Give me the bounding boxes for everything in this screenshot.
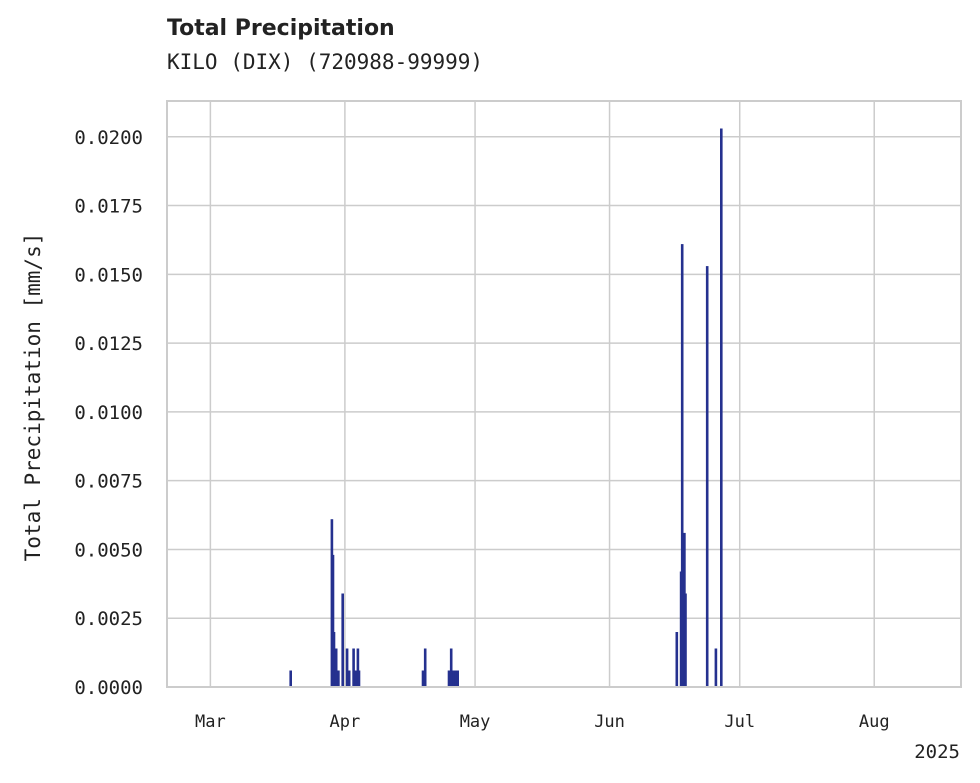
x-tick-label: Apr xyxy=(330,712,361,732)
precipitation-bar xyxy=(331,554,335,687)
chart-title: Total Precipitation xyxy=(167,16,395,41)
x-tick-label: May xyxy=(460,712,491,732)
precipitation-bar xyxy=(675,632,679,687)
precipitation-bar xyxy=(341,593,344,687)
precipitation-bar xyxy=(337,670,340,687)
precipitation-bar xyxy=(720,128,723,687)
precipitation-bar xyxy=(705,266,709,687)
plot-frame xyxy=(166,100,962,688)
precipitation-bar xyxy=(356,648,360,687)
precipitation-bar xyxy=(347,670,351,687)
precipitation-bar xyxy=(423,648,427,687)
precipitation-bar xyxy=(449,648,453,687)
x-tick-label: Jul xyxy=(724,712,755,732)
precipitation-bar xyxy=(456,670,459,687)
y-axis-label: Total Precipitation [mm/s] xyxy=(21,233,45,562)
y-tick-label: 0.0175 xyxy=(74,196,143,218)
precipitation-bar xyxy=(421,670,425,687)
y-tick-label: 0.0150 xyxy=(74,264,143,286)
precipitation-bar xyxy=(345,648,349,687)
precipitation-bar xyxy=(357,670,361,687)
precipitation-bar xyxy=(680,244,684,687)
y-tick-label: 0.0050 xyxy=(74,539,143,561)
grid-lines xyxy=(167,101,961,688)
precipitation-bar xyxy=(452,670,455,687)
y-tick-label: 0.0025 xyxy=(74,608,143,630)
y-tick-label: 0.0200 xyxy=(74,127,143,149)
x-axis: Mar Apr May Jun Jul Aug xyxy=(195,712,890,732)
x-axis-year-label: 2025 xyxy=(914,741,960,763)
y-tick-label: 0.0125 xyxy=(74,333,143,355)
precipitation-bar xyxy=(354,670,357,687)
precipitation-bar xyxy=(714,648,718,687)
precipitation-bar xyxy=(289,670,292,687)
y-tick-label: 0.0000 xyxy=(74,677,143,699)
y-axis: 0.0000 0.0025 0.0050 0.0075 0.0100 0.0125 0.01… xyxy=(74,127,143,699)
precipitation-bar xyxy=(447,670,451,687)
x-tick-label: Mar xyxy=(195,712,226,732)
x-tick-label: Aug xyxy=(859,712,890,732)
chart-subtitle: KILO (DIX) (720988-99999) xyxy=(167,50,484,74)
x-tick-label: Jun xyxy=(594,712,625,732)
y-tick-label: 0.0075 xyxy=(74,471,143,493)
precipitation-bar xyxy=(332,632,336,687)
precipitation-bar xyxy=(352,648,355,687)
precipitation-bar xyxy=(684,593,687,687)
y-tick-label: 0.0100 xyxy=(74,402,143,424)
bar-series xyxy=(289,128,723,687)
precipitation-bar xyxy=(334,648,338,687)
precipitation-bar xyxy=(454,670,457,687)
